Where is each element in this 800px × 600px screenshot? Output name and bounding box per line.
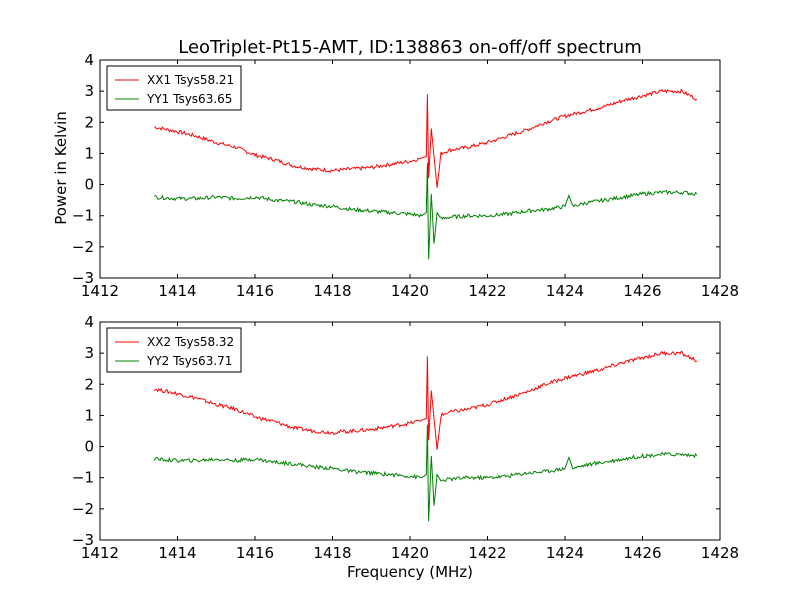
y-tick-label: −3 xyxy=(72,531,94,549)
y-tick-label: 1 xyxy=(84,144,94,162)
series-line-xx xyxy=(154,88,698,188)
legend-label: XX1 Tsys58.21 xyxy=(147,73,234,87)
x-tick-label: 1420 xyxy=(391,544,429,562)
legend-label: XX2 Tsys58.32 xyxy=(147,335,234,349)
x-tick-label: 1428 xyxy=(701,544,739,562)
legend: XX1 Tsys58.21 YY1 Tsys63.65 xyxy=(106,65,242,111)
y-tick-label: −1 xyxy=(72,469,94,487)
x-tick-label: 1418 xyxy=(313,282,351,300)
series-line-yy xyxy=(153,424,698,522)
legend-label: YY1 Tsys63.65 xyxy=(146,92,232,106)
y-tick-label: 0 xyxy=(84,438,94,456)
x-tick-label: 1412 xyxy=(81,544,119,562)
y-tick-label: 4 xyxy=(84,313,94,331)
series-line-yy xyxy=(154,162,698,260)
x-tick-label: 1416 xyxy=(236,544,274,562)
y-tick-label: −1 xyxy=(72,207,94,225)
x-axis-label: Frequency (MHz) xyxy=(347,563,473,581)
series-line-xx xyxy=(153,350,698,450)
y-tick-label: 3 xyxy=(84,82,94,100)
y-tick-label: 4 xyxy=(84,51,94,69)
y-tick-label: −2 xyxy=(72,500,94,518)
x-tick-label: 1422 xyxy=(468,282,506,300)
y-tick-label: 0 xyxy=(84,176,94,194)
x-tick-label: 1418 xyxy=(313,544,351,562)
x-tick-label: 1416 xyxy=(236,282,274,300)
x-tick-label: 1424 xyxy=(546,282,584,300)
legend-label: YY2 Tsys63.71 xyxy=(146,354,232,368)
y-tick-label: −2 xyxy=(72,238,94,256)
y-tick-label: 2 xyxy=(84,113,94,131)
x-tick-label: 1422 xyxy=(468,544,506,562)
y-tick-label: 2 xyxy=(84,375,94,393)
y-tick-label: 3 xyxy=(84,344,94,362)
legend: XX2 Tsys58.32 YY2 Tsys63.71 xyxy=(106,327,242,373)
figure-title: LeoTriplet-Pt15-AMT, ID:138863 on-off/of… xyxy=(178,37,642,58)
y-tick-label: 1 xyxy=(84,406,94,424)
x-tick-label: 1426 xyxy=(623,544,661,562)
y-tick-label: −3 xyxy=(72,269,94,287)
x-tick-label: 1428 xyxy=(701,282,739,300)
top-panel: 1412 1414 1416 1418 1420 1422 1424 1426 1428−3−2… xyxy=(72,51,739,300)
x-tick-label: 1426 xyxy=(623,282,661,300)
bottom-panel: 1412 1414 1416 1418 1420 1422 1424 1426 1428−3−2… xyxy=(72,313,739,562)
x-tick-label: 1414 xyxy=(158,544,196,562)
x-tick-label: 1412 xyxy=(81,282,119,300)
x-tick-label: 1420 xyxy=(391,282,429,300)
y-axis-label: Power in Kelvin xyxy=(52,111,70,225)
x-tick-label: 1414 xyxy=(158,282,196,300)
x-tick-label: 1424 xyxy=(546,544,584,562)
